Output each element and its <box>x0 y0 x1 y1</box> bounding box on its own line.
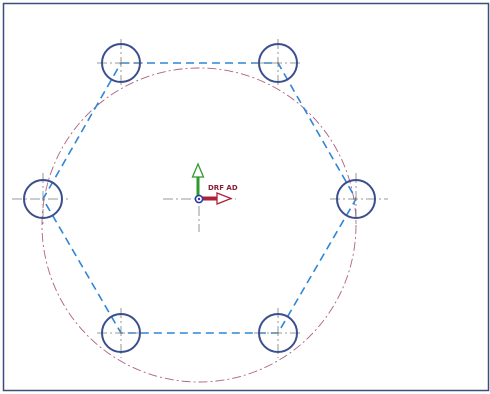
pitch-circle[interactable] <box>41 67 357 383</box>
datum-y-arrowhead-icon <box>191 162 205 178</box>
bolt-hole-6[interactable] <box>258 313 298 353</box>
datum-y-axis-icon <box>196 176 200 198</box>
bolt-hole-3[interactable] <box>23 179 63 219</box>
bolt-hole-2[interactable] <box>258 43 298 83</box>
bolt-hole-1[interactable] <box>101 43 141 83</box>
datum-reference-frame[interactable]: DRF AD <box>191 162 238 205</box>
datum-x-arrowhead-icon <box>216 192 233 205</box>
datum-label: DRF AD <box>208 184 238 192</box>
bolt-holes[interactable] <box>23 43 376 353</box>
bolt-hole-5[interactable] <box>101 313 141 353</box>
bolt-hole-4[interactable] <box>336 179 376 219</box>
datum-x-axis-icon <box>200 196 218 201</box>
